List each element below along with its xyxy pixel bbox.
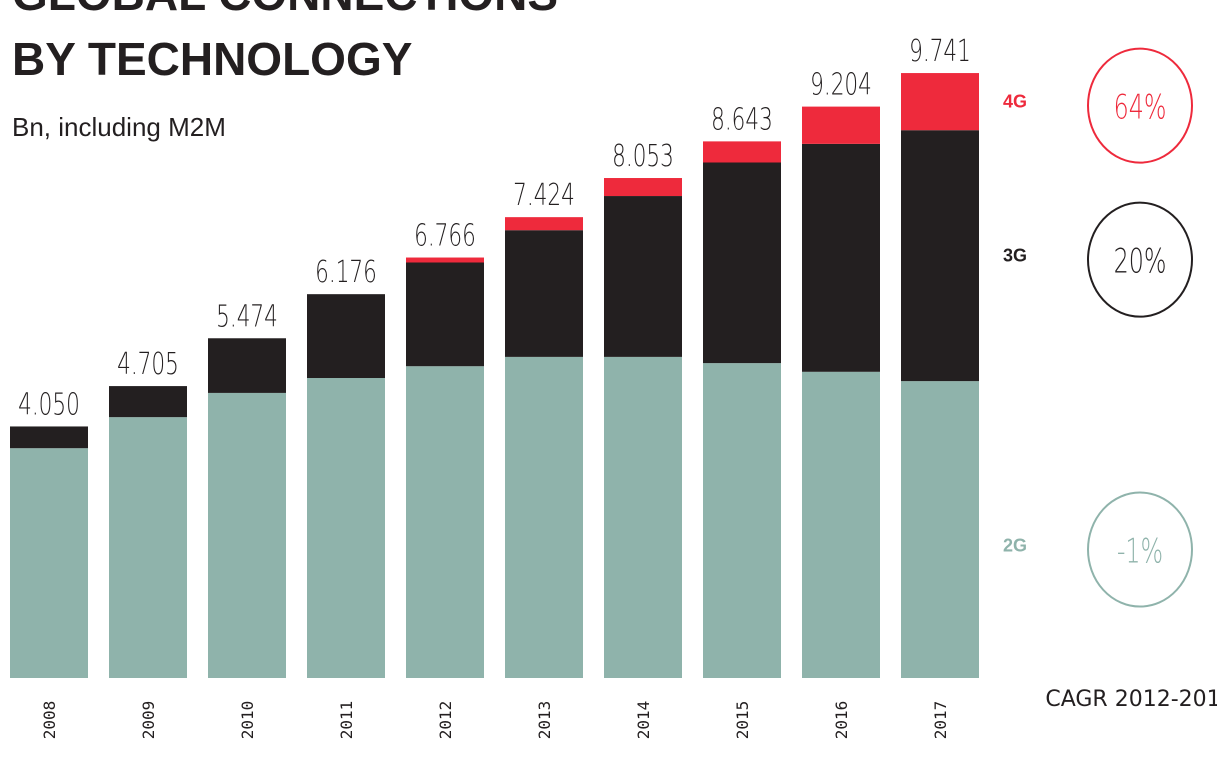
bar-segment [406,366,484,678]
total-label: 9.204 [810,68,872,102]
bar-segment [604,178,682,197]
bar-segment [901,130,979,382]
total-label: 8.643 [711,103,773,137]
bar-segment [307,378,385,678]
total-label: 6.176 [315,256,377,290]
total-label: 5.474 [216,300,278,334]
bar-segment [10,426,88,449]
bar-segment [604,356,682,678]
x-tick-label: 2017 [931,701,950,740]
x-tick-label: 2015 [733,701,752,740]
x-tick-label: 2016 [832,701,851,740]
subtitle: Bn, including M2M [12,112,226,142]
x-tick-label: 2011 [337,701,356,740]
bar-segment [802,143,880,372]
total-label: 4.050 [18,388,80,422]
x-tick-label: 2010 [238,701,257,740]
total-label: 9.741 [909,35,971,69]
total-label: 8.053 [612,140,674,174]
bar-segment [901,381,979,678]
bar-segment [10,448,88,678]
x-tick-label: 2013 [535,701,554,740]
cagr-circle [1087,47,1193,164]
x-tick-label: 2009 [139,701,158,740]
legend-label: 2G [1003,536,1027,556]
cagr-label: 64% [1114,87,1167,126]
bar-segment [505,356,583,678]
cagr-label: -1% [1117,531,1163,570]
x-tick-label: 2014 [634,701,653,740]
total-label: 7.424 [513,179,575,213]
bar-segment [307,294,385,379]
bar-segment [406,262,484,367]
bar-segment [703,162,781,364]
total-label: 6.766 [414,219,476,253]
bar-segment [208,338,286,393]
bar-segment [505,230,583,357]
bar-segment [208,392,286,678]
total-label: 4.705 [117,348,179,382]
x-tick-label: 2008 [40,701,59,740]
bar-segment [802,106,880,144]
bar-segment [109,386,187,418]
cagr-title: CAGR 2012-2017 [1045,687,1217,712]
cagr-circle [1087,491,1193,608]
legend-label: 4G [1003,92,1027,112]
legend-label: 3G [1003,246,1027,266]
bar-segment [604,196,682,357]
bar-segment [802,371,880,678]
bar-segment [703,363,781,678]
bar-segment [901,73,979,131]
bar-segment [703,141,781,163]
cagr-label: 20% [1114,241,1167,280]
chart-title-line: GLOBAL CONNECTIONS [12,0,558,20]
bar-segment [505,217,583,231]
cagr-circle [1087,201,1193,318]
bar-segment [109,417,187,678]
bar-segment [406,257,484,263]
x-tick-label: 2012 [436,701,455,740]
chart-title-line: BY TECHNOLOGY [12,33,412,85]
